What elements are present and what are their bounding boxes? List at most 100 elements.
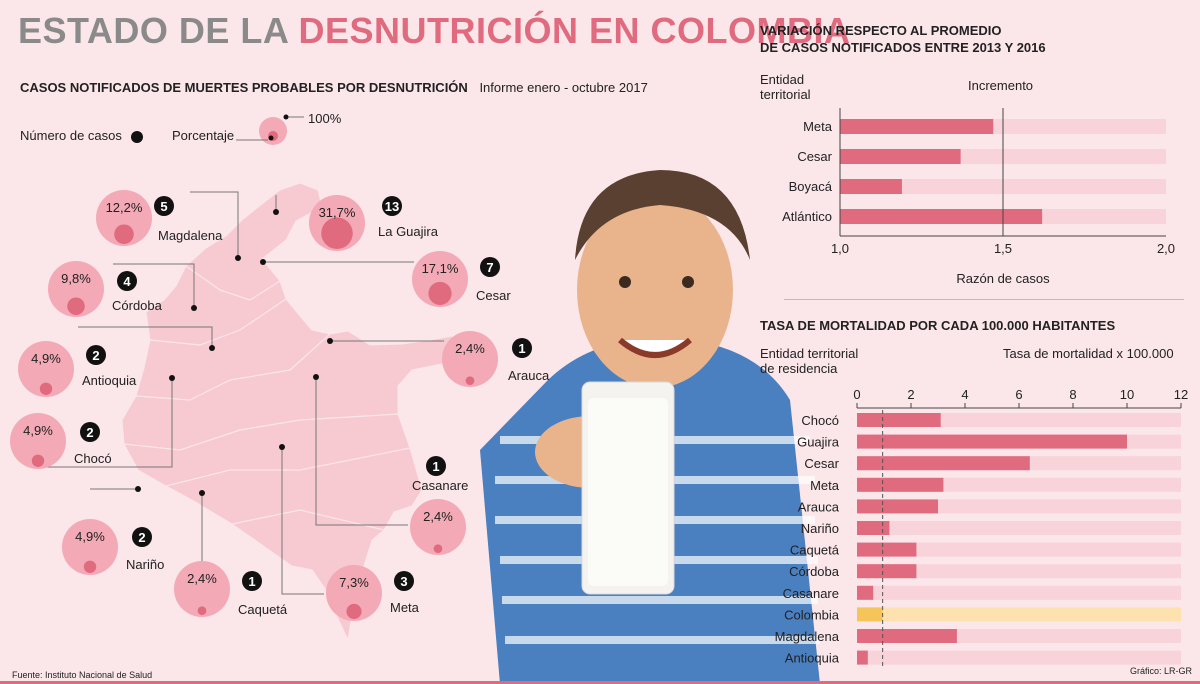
case-count-label: 1 [248,574,255,589]
map-subtitle: CASOS NOTIFICADOS DE MUERTES PROBABLES P… [20,80,648,95]
legend-pct-full: 100% [308,111,342,126]
chart2-category-label: Arauca [798,499,840,514]
child-with-milk-illustration [480,170,820,684]
bubble-pct-label: 7,3% [339,575,369,590]
department-label: Nariño [126,557,164,572]
chart2-category-label: Casanare [783,586,839,601]
source-note: Fuente: Instituto Nacional de Salud [12,670,153,680]
map-bubble-10: 7,3% 3 Meta [326,565,420,621]
bubble-inner [428,281,452,305]
chart1-title-line1: VARIACIÓN RESPECTO AL PROMEDIO [760,23,1002,38]
map-bubble-4: 4,9% 2 Antioquia [18,341,137,397]
bubble-outer [442,331,498,387]
chart2-tick-label: 8 [1069,387,1076,402]
bubble-inner [465,376,475,385]
credit-note: Gráfico: LR-GR [1130,666,1193,676]
chart1-bar-0 [840,119,994,134]
bubble-inner [67,297,85,315]
department-label: Córdoba [112,298,163,313]
map-bubble-3: 17,1% 7 Cesar [412,251,511,307]
chart2-category-label: Antioquia [785,651,840,666]
anchor-dots [135,209,333,496]
map-bubble-8: 4,9% 2 Nariño [62,519,164,575]
case-count-badge [512,338,532,358]
chart1-title-line2: DE CASOS NOTIFICADOS ENTRE 2013 Y 2016 [760,40,1046,55]
department-label: Casanare [412,478,468,493]
chart2-title: TASA DE MORTALIDAD POR CADA 100.000 HABI… [760,318,1116,333]
chart1-bar-2 [840,179,902,194]
case-count-badge [480,257,500,277]
bubble-pct-label: 4,9% [23,423,53,438]
case-count-label: 3 [400,574,407,589]
bubble-pct-label: 4,9% [75,529,105,544]
chart2-tick-label: 0 [853,387,860,402]
chart2-bar-5 [857,521,890,535]
map-bubble-5: 2,4% 1 Arauca [442,331,550,387]
bubble-outer [48,261,104,317]
chart2-bar-11 [857,650,868,665]
chart2-bar-track [857,650,1181,665]
bubble-outer [18,341,74,397]
chart1-bar-3 [840,209,1043,224]
chart1-category-label: Meta [803,119,833,134]
section-divider [784,299,1184,300]
bubble-pct-label: 2,4% [187,571,217,586]
legend-cases-dot [131,131,143,143]
case-count-label: 2 [86,425,93,440]
case-count-label: 2 [138,530,145,545]
chart2-category-label: Guajira [797,435,840,450]
department-label: Meta [390,600,420,615]
bubble-pct-label: 2,4% [455,341,485,356]
chart1-tick-label: 1,0 [831,241,849,256]
chart2-bar-track [857,542,1181,557]
chart2-bar-track [857,564,1181,579]
case-count-badge [382,196,402,216]
legend-bottom-dot [268,135,274,141]
page-title: ESTADO DE LA DESNUTRICIÓN EN COLOMBIA [18,10,851,52]
chart2-bar-9 [857,607,883,622]
department-label: Cesar [476,288,511,303]
chart2-bar-10 [857,629,957,643]
department-label: Chocó [74,451,112,466]
bubble-inner [31,454,45,467]
bubble-inner [433,544,443,553]
bubble-outer [96,190,152,246]
case-count-badge [242,571,262,591]
bubble-outer [10,413,66,469]
chart2-bar-8 [857,585,874,600]
bubble-pct-label: 9,8% [61,271,91,286]
subtitle-note: Informe enero - octubre 2017 [479,80,648,95]
bubble-outer [412,251,468,307]
case-count-label: 13 [385,199,399,214]
chart1-category-label: Atlántico [782,209,832,224]
map-bubble-0: 12,2% 5 Magdalena [96,190,223,246]
bubble-outer [326,565,382,621]
chart2-category-label: Colombia [784,607,840,622]
title-part1: ESTADO DE LA [18,10,289,51]
chart2-bar-4 [857,499,938,514]
chart2-category-label: Nariño [801,521,839,536]
chart2-bar-6 [857,542,917,557]
case-count-badge [117,271,137,291]
leader-lines [38,191,444,595]
case-count-label: 1 [518,341,525,356]
department-label: Caquetá [238,602,288,617]
bubble-inner [197,606,207,615]
chart1-tick-label: 2,0 [1157,241,1175,256]
legend-pct-label: Porcentaje [172,128,235,143]
case-count-label: 1 [432,459,439,474]
department-label: La Guajira [378,224,439,239]
subtitle-text: CASOS NOTIFICADOS DE MUERTES PROBABLES P… [20,80,468,95]
case-count-badge [394,571,414,591]
map-bubble-6: 4,9% 2 Chocó [10,413,112,469]
case-count-label: 4 [123,274,131,289]
bubble-inner [346,603,362,619]
chart2-tick-label: 12 [1174,387,1188,402]
chart1-title: VARIACIÓN RESPECTO AL PROMEDIO DE CASOS … [760,22,1046,56]
bubble-pct-label: 12,2% [106,200,143,215]
bottom-rule [0,681,1200,684]
bubble-inner [39,382,53,395]
chart2-category-label: Meta [810,478,840,493]
